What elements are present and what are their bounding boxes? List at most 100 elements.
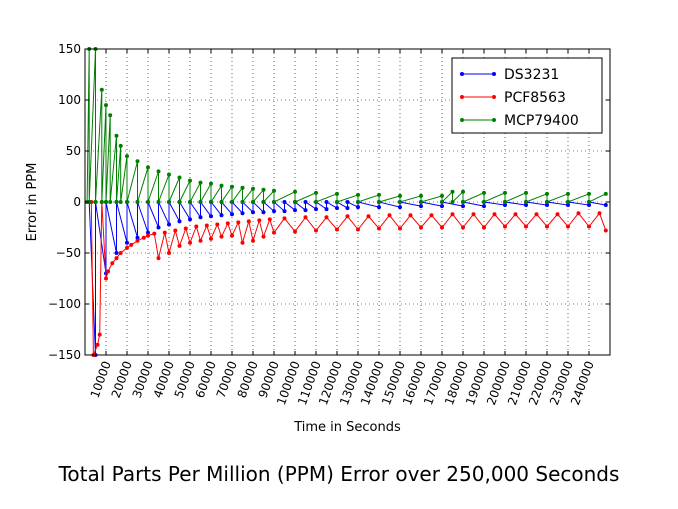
data-point-pcf8563	[129, 242, 134, 247]
data-point-pcf8563	[345, 214, 350, 219]
data-point-mcp79400	[209, 200, 213, 204]
data-point-pcf8563	[95, 342, 100, 347]
data-point-ds3231	[345, 200, 350, 204]
data-point-pcf8563	[366, 214, 371, 219]
data-point-pcf8563	[419, 225, 423, 230]
data-point-pcf8563	[118, 251, 123, 255]
data-point-mcp79400	[198, 200, 203, 204]
data-point-mcp79400	[503, 200, 507, 204]
data-point-mcp79400	[335, 200, 339, 204]
data-point-pcf8563	[282, 216, 287, 221]
data-point-mcp79400	[419, 193, 423, 198]
data-point-mcp79400	[99, 87, 104, 92]
figure-caption: Total Parts Per Million (PPM) Error over…	[58, 462, 620, 486]
series-line-mcp79400	[86, 48, 607, 204]
data-point-mcp79400	[167, 200, 171, 204]
data-point-mcp79400	[240, 200, 245, 204]
data-point-mcp79400	[293, 189, 297, 194]
data-point-ds3231	[398, 205, 402, 210]
data-point-mcp79400	[261, 200, 266, 204]
data-point-mcp79400	[167, 172, 171, 177]
data-point-mcp79400	[603, 191, 608, 196]
data-point-mcp79400	[419, 200, 423, 204]
legend-label-mcp79400: MCP79400	[504, 113, 579, 129]
data-point-mcp79400	[125, 200, 129, 204]
data-point-mcp79400	[87, 200, 92, 204]
data-point-mcp79400	[198, 180, 203, 185]
legend-marker-ds3231	[460, 72, 464, 76]
data-point-pcf8563	[314, 228, 318, 233]
data-point-pcf8563	[576, 211, 581, 216]
data-point-mcp79400	[566, 191, 570, 196]
data-point-mcp79400	[146, 200, 150, 204]
y-tick-label: 100	[58, 93, 81, 107]
data-point-ds3231	[356, 205, 360, 210]
data-point-ds3231	[440, 204, 444, 209]
data-point-pcf8563	[387, 213, 392, 218]
data-point-pcf8563	[152, 231, 157, 236]
data-point-pcf8563	[471, 212, 476, 217]
data-point-pcf8563	[209, 236, 213, 241]
data-point-pcf8563	[135, 238, 140, 243]
data-point-pcf8563	[303, 215, 308, 220]
data-point-mcp79400	[482, 190, 486, 195]
data-point-pcf8563	[440, 225, 444, 230]
data-point-ds3231	[209, 214, 213, 219]
data-point-mcp79400	[314, 200, 318, 204]
data-point-mcp79400	[230, 184, 234, 189]
data-point-mcp79400	[99, 200, 104, 204]
data-point-pcf8563	[162, 230, 167, 235]
data-point-pcf8563	[272, 230, 276, 235]
data-point-mcp79400	[356, 192, 360, 197]
data-point-mcp79400	[108, 113, 113, 118]
data-point-mcp79400	[356, 200, 360, 204]
data-point-pcf8563	[225, 221, 230, 226]
data-point-pcf8563	[524, 224, 528, 229]
data-point-ds3231	[345, 206, 350, 211]
data-point-mcp79400	[272, 188, 276, 193]
data-point-ds3231	[240, 211, 245, 216]
data-point-mcp79400	[482, 200, 486, 204]
data-point-mcp79400	[177, 175, 182, 180]
data-point-pcf8563	[356, 227, 360, 232]
series-pcf8563	[89, 200, 608, 357]
y-tick-label: −50	[56, 246, 81, 260]
legend-marker-ds3231	[492, 72, 496, 76]
data-point-mcp79400	[450, 189, 455, 194]
data-point-mcp79400	[125, 154, 129, 159]
data-point-mcp79400	[219, 200, 224, 204]
data-point-mcp79400	[240, 185, 245, 190]
data-point-pcf8563	[104, 276, 108, 281]
data-point-pcf8563	[267, 217, 272, 222]
data-point-pcf8563	[194, 224, 199, 229]
data-point-ds3231	[251, 210, 255, 215]
legend-label-ds3231: DS3231	[504, 67, 559, 83]
data-point-pcf8563	[106, 269, 111, 274]
data-point-ds3231	[566, 203, 570, 208]
data-point-pcf8563	[293, 229, 297, 234]
data-point-pcf8563	[335, 227, 339, 232]
data-point-mcp79400	[104, 200, 108, 204]
data-point-mcp79400	[524, 200, 528, 204]
data-point-pcf8563	[141, 235, 146, 240]
data-point-ds3231	[503, 203, 507, 208]
data-point-pcf8563	[240, 240, 245, 245]
data-point-pcf8563	[177, 243, 182, 248]
data-point-pcf8563	[156, 256, 161, 261]
data-point-mcp79400	[335, 191, 339, 196]
data-point-pcf8563	[257, 218, 262, 223]
data-point-ds3231	[587, 203, 591, 208]
data-point-ds3231	[219, 213, 224, 218]
data-point-mcp79400	[314, 190, 318, 195]
data-point-ds3231	[314, 207, 318, 212]
data-point-mcp79400	[566, 200, 570, 204]
y-tick-label: −100	[48, 297, 81, 311]
data-point-ds3231	[282, 200, 287, 204]
data-point-mcp79400	[503, 190, 507, 195]
data-point-pcf8563	[204, 223, 209, 228]
series-ds3231	[87, 200, 608, 357]
data-point-pcf8563	[492, 212, 497, 217]
data-point-mcp79400	[251, 186, 255, 191]
data-point-pcf8563	[597, 211, 602, 216]
